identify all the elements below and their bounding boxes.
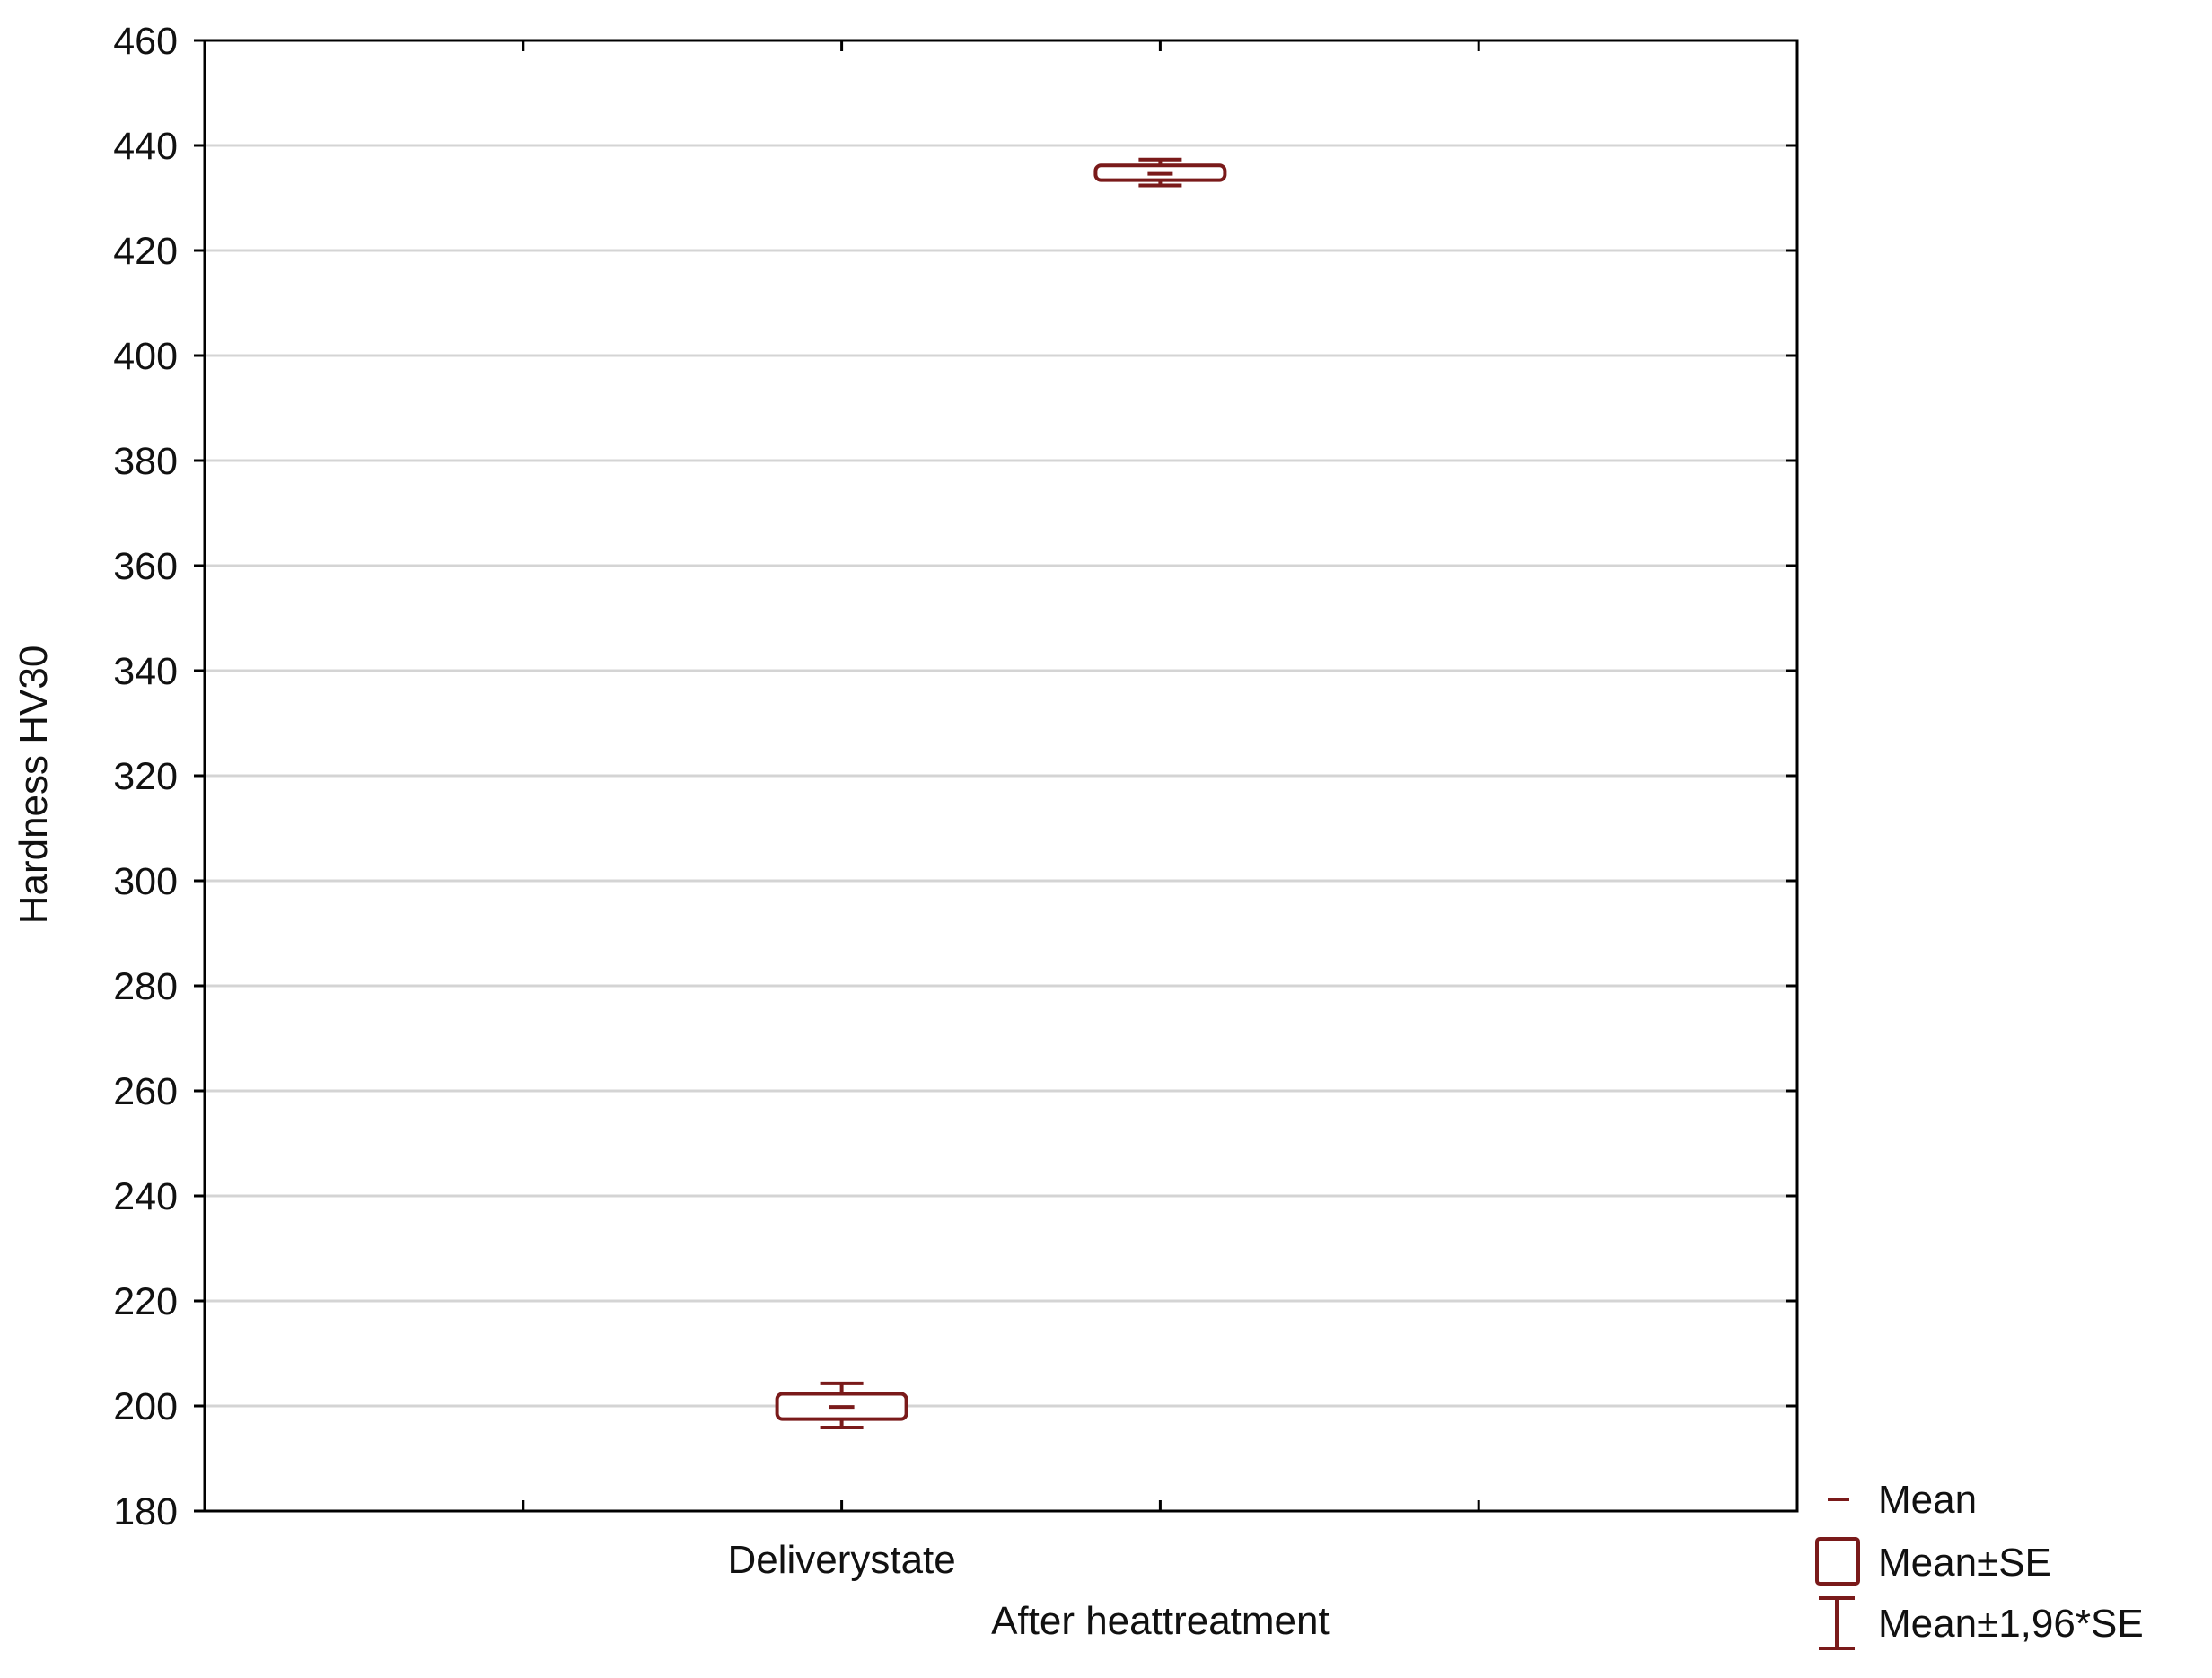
legend-box-symbol (1815, 1537, 1860, 1586)
y-tick-label-360: 360 (113, 545, 178, 588)
x-axis-ticks (522, 40, 1480, 1511)
y-tick-label-460: 460 (113, 20, 178, 63)
y-tick-label-440: 440 (113, 125, 178, 168)
legend-label-whisker: Mean±1,96*SE (1878, 1602, 2144, 1646)
y-axis-ticks: 180 200 220 240 260 280 300 320 340 360 380 400 420 4… (113, 20, 1797, 1533)
y-axis-label: Hardness HV30 (12, 646, 56, 925)
y-tick-label-220: 220 (113, 1280, 178, 1323)
y-tick-label-200: 200 (113, 1385, 178, 1428)
x-category-label-1: Deliverystate (727, 1538, 955, 1582)
legend-label-mean-dash: Mean (1878, 1478, 1977, 1522)
x-category-label-2: After heattreatment (991, 1599, 1330, 1643)
legend-label-box: Mean±SE (1878, 1541, 2051, 1585)
plot-frame (203, 39, 1799, 1513)
y-tick-label-340: 340 (113, 650, 178, 693)
x-axis-category-labels: Deliverystate After heattreatment (727, 1538, 1329, 1643)
y-tick-label-320: 320 (113, 755, 178, 798)
box-2 (1093, 157, 1227, 188)
legend-item-box: Mean±SE (1815, 1537, 2051, 1586)
y-tick-label-400: 400 (113, 335, 178, 378)
legend: Mean Mean±SE Mean±1,96*SE (1815, 1478, 2144, 1650)
box-marks (775, 157, 1227, 1429)
box-1 (775, 1381, 908, 1429)
legend-item-mean-dash: Mean (1828, 1478, 1977, 1522)
y-tick-label-240: 240 (113, 1175, 178, 1218)
y-tick-label-260: 260 (113, 1070, 178, 1113)
y-tick-label-180: 180 (113, 1490, 178, 1533)
y-tick-label-300: 300 (113, 860, 178, 903)
y-tick-label-420: 420 (113, 230, 178, 273)
y-tick-label-280: 280 (113, 965, 178, 1008)
legend-item-whisker: Mean±1,96*SE (1819, 1596, 2144, 1650)
y-tick-label-380: 380 (113, 440, 178, 483)
gridlines (205, 144, 1797, 1408)
